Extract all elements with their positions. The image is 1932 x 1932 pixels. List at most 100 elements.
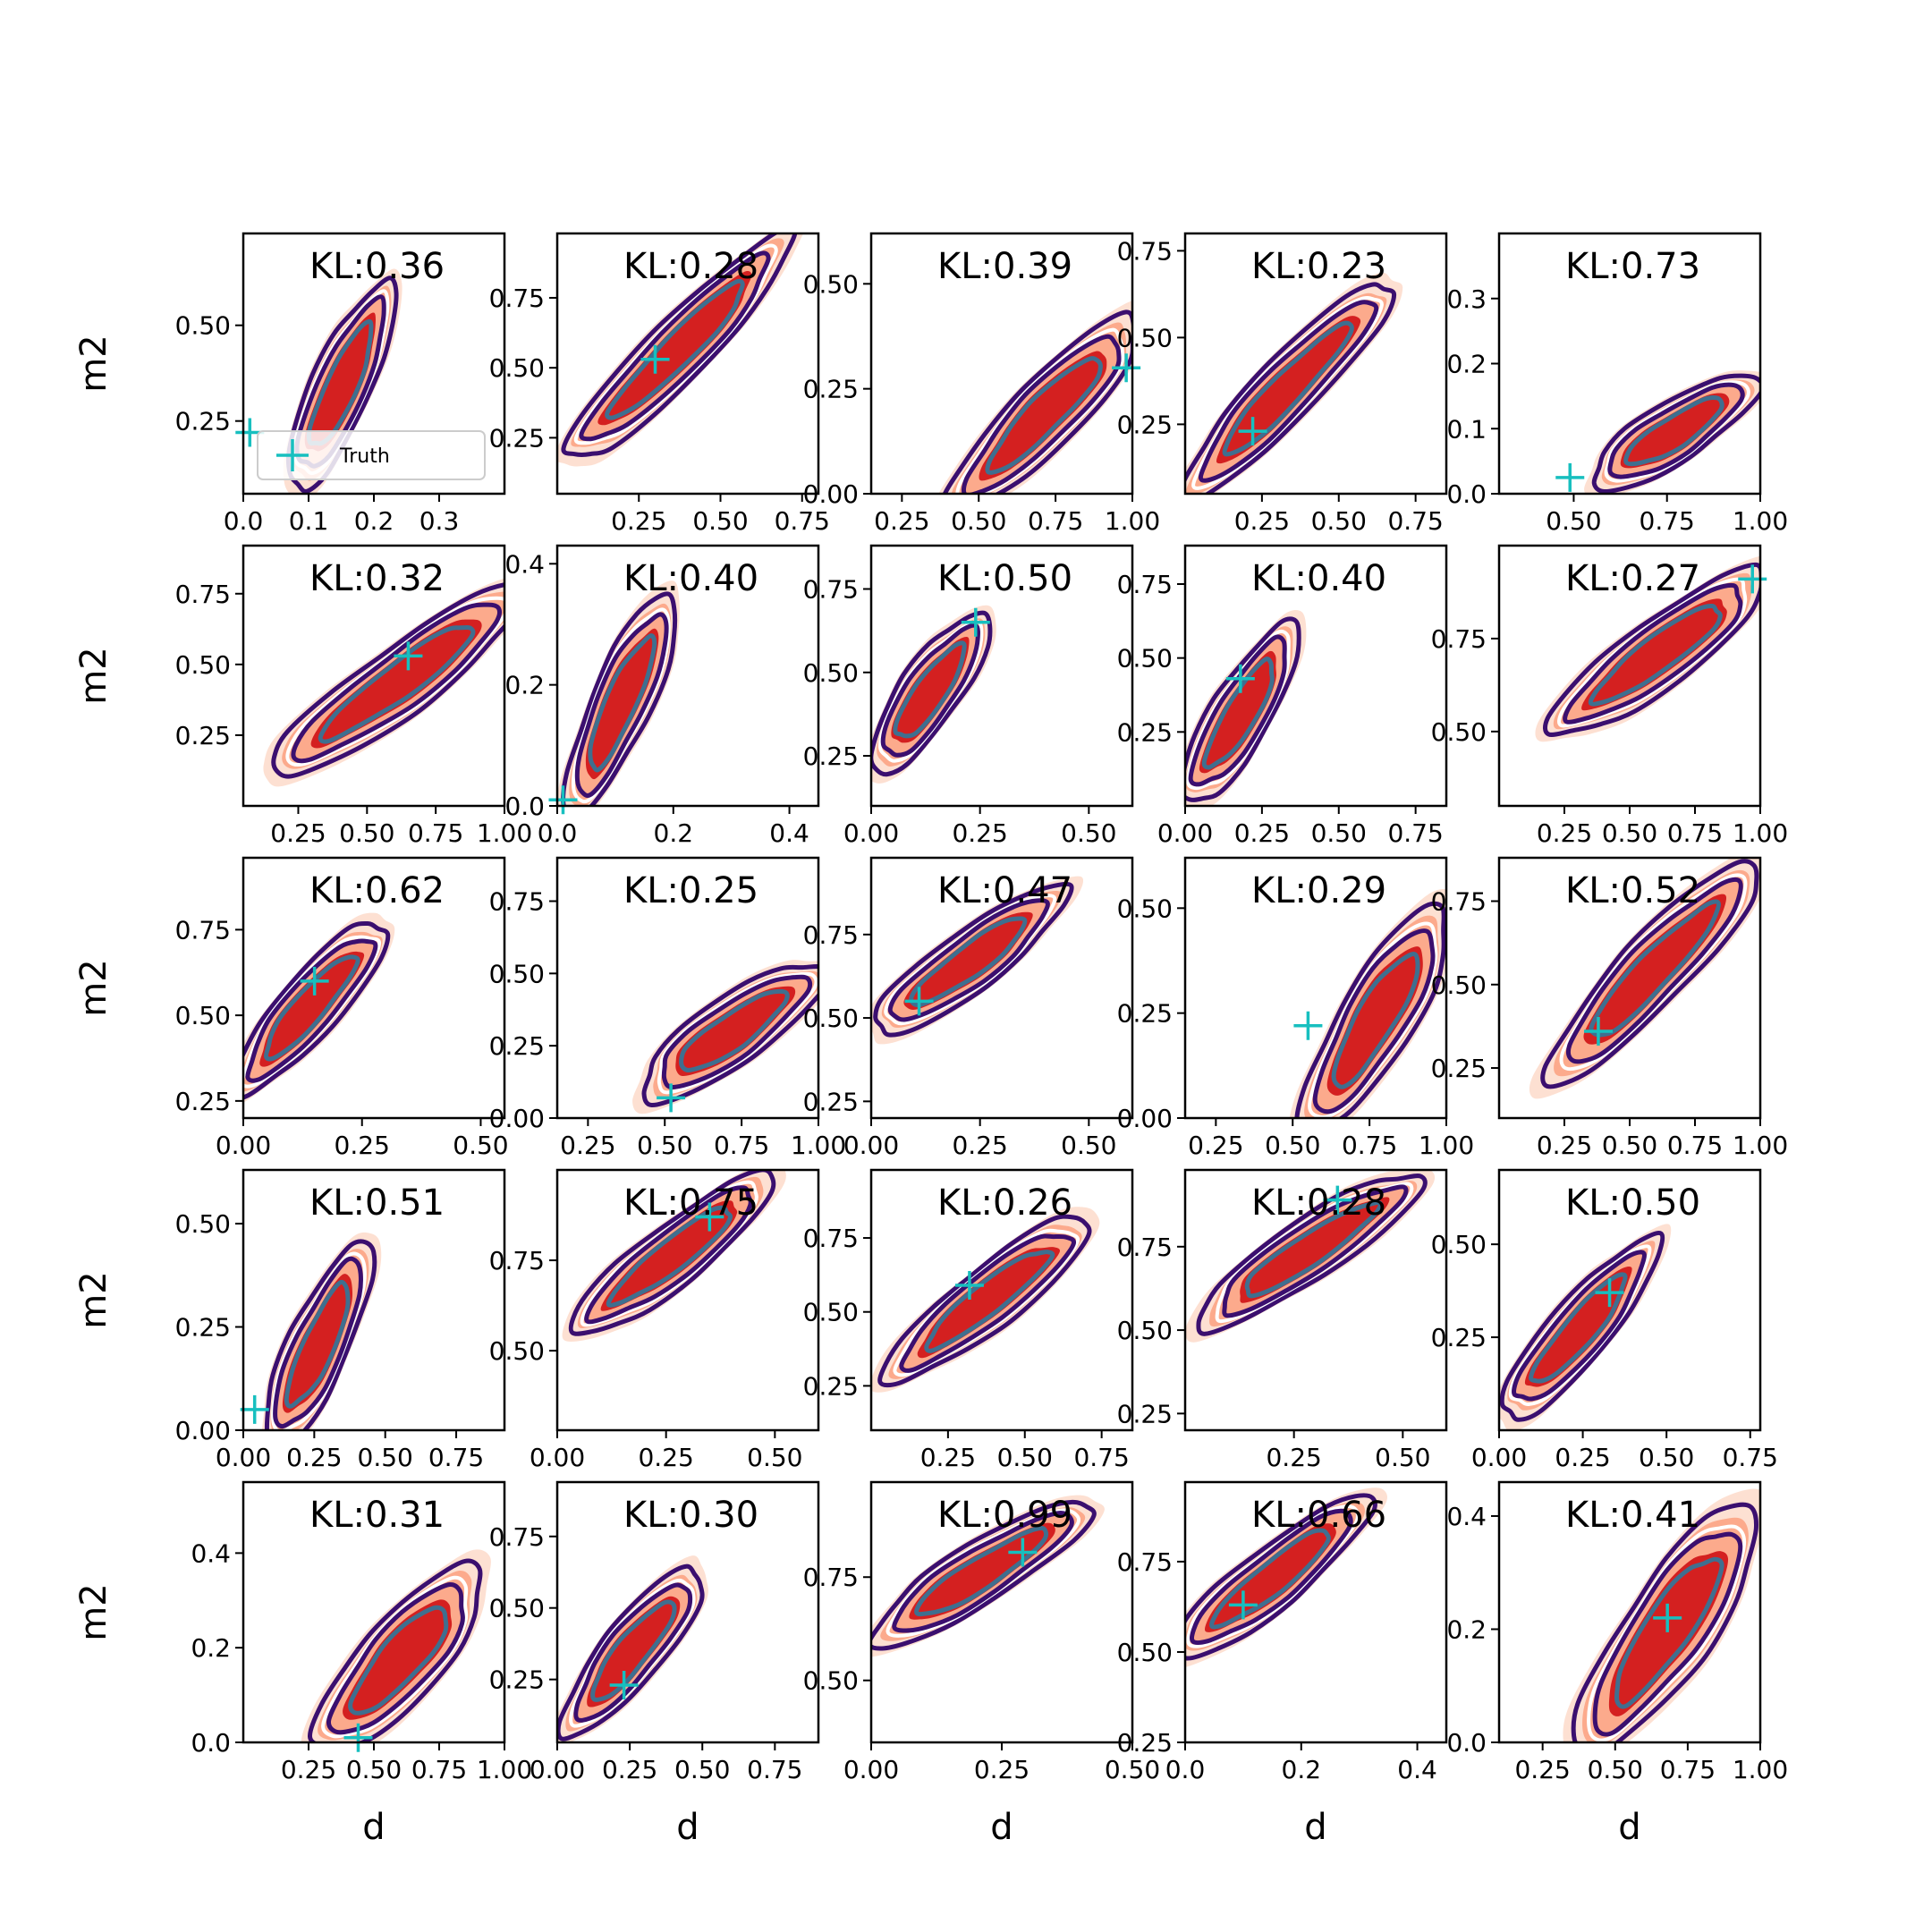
density-level-4 [1587, 1524, 1747, 1742]
density-level-5 [273, 1256, 363, 1429]
y-tick-label: 0.50 [803, 1298, 859, 1327]
y-tick-label: 0.50 [803, 658, 859, 688]
density-level-6 [1524, 1266, 1632, 1387]
x-tick-label: 0.25 [1537, 1131, 1592, 1160]
density-level-5 [1198, 300, 1379, 483]
kl-divergence-label: KL:0.25 [623, 870, 758, 911]
y-tick-label: 0.75 [803, 1563, 859, 1592]
density-level-2 [1542, 562, 1760, 737]
x-tick-label: 0.2 [354, 506, 394, 536]
density-level-5 [574, 612, 669, 798]
x-tick-label: 0.25 [611, 506, 666, 536]
panel-12: 0.25 0.50 0.75 1.00 0.00 0.25 0.50 0.75 KL:0.25 [489, 856, 846, 1160]
density-level-6 [909, 1522, 1055, 1620]
panel-13: 0.00 0.25 0.50 0.25 0.50 0.75 KL:0.47 [803, 856, 1134, 1160]
y-tick-label: 0.00 [489, 1104, 545, 1133]
density-level-4 [243, 935, 381, 1089]
x-tick-label: 0.50 [339, 818, 394, 848]
panel-frame [869, 1168, 1134, 1432]
y-tick-label: 0.25 [1117, 717, 1173, 747]
y-tick-label: 0.25 [489, 423, 545, 453]
x-tick-label: 0.2 [1282, 1755, 1322, 1784]
y-axis-label: m2 [73, 335, 114, 392]
x-tick-label: 0.75 [747, 1755, 802, 1784]
truth-marker [1595, 1278, 1624, 1308]
panel-plot-area [562, 1170, 786, 1342]
y-tick-label: 0.25 [1431, 1054, 1487, 1083]
panel-frame [1183, 1480, 1448, 1744]
y-tick-label: 0.50 [803, 1666, 859, 1696]
x-tick-label: 0.50 [1061, 818, 1116, 848]
y-tick-label: 0.1 [1446, 414, 1487, 444]
x-tick-label: 0.25 [638, 1443, 693, 1472]
panel-1: 0.0 0.1 0.2 0.3 0.25 0.50 KL:0.36 m2 Truth [73, 232, 506, 536]
x-tick-label: 0.50 [1602, 818, 1657, 848]
x-tick-label: 0.50 [346, 1755, 402, 1784]
panel-25: 0.25 0.50 0.75 1.00 0.0 0.2 0.4 KL:0.41 d [1446, 1480, 1788, 1848]
panel-23: 0.00 0.25 0.50 0.50 0.75 KL:0.99 d [803, 1480, 1160, 1848]
density-level-5 [245, 938, 378, 1083]
density-level-6 [1620, 393, 1730, 469]
y-tick-label: 0.25 [489, 1665, 545, 1695]
kl-divergence-label: KL:0.41 [1565, 1495, 1700, 1536]
density-level-2 [561, 233, 798, 458]
y-tick-label: 0.4 [504, 549, 545, 579]
truth-marker [1112, 353, 1141, 383]
density-level-7 [1623, 395, 1724, 467]
kl-divergence-label: KL:0.28 [623, 246, 758, 287]
x-tick-label: 0.25 [1188, 1131, 1243, 1160]
truth-marker [343, 1723, 373, 1752]
panel-6: 0.25 0.50 0.75 1.00 0.25 0.50 0.75 KL:0.32 m2 [73, 544, 532, 848]
x-tick-label: 0.00 [216, 1443, 271, 1472]
x-tick-label: 0.25 [560, 1131, 615, 1160]
density-level-7 [263, 954, 360, 1062]
kl-divergence-label: KL:0.66 [1251, 1495, 1386, 1536]
panel-plot-area [1563, 1488, 1760, 1742]
x-tick-label: 0.25 [952, 1131, 1007, 1160]
density-level-2 [243, 920, 391, 1100]
y-tick-label: 0.75 [1117, 570, 1173, 599]
density-level-7 [914, 1525, 1049, 1617]
panel-plot-area [871, 1495, 1105, 1657]
x-tick-label: 0.2 [654, 818, 694, 848]
y-tick-label: 0.25 [803, 1087, 859, 1116]
density-level-5 [880, 623, 980, 758]
x-tick-label: 0.25 [1234, 506, 1290, 536]
panel-8: 0.00 0.25 0.50 0.25 0.50 0.75 KL:0.50 [803, 544, 1134, 848]
x-tick-label: 0.75 [1667, 818, 1723, 848]
density-level-7 [605, 278, 745, 420]
x-tick-label: 0.25 [1266, 1443, 1321, 1472]
density-level-2 [1540, 859, 1759, 1089]
panel-frame [1183, 856, 1448, 1120]
density-level-7 [1589, 899, 1721, 1038]
truth-marker [1323, 1185, 1352, 1215]
y-tick-label: 0.50 [489, 353, 545, 383]
y-tick-label: 0.75 [175, 580, 231, 609]
x-tick-label: 0.50 [747, 1443, 802, 1472]
density-level-5 [1607, 382, 1745, 479]
x-tick-label: 0.75 [1660, 1755, 1716, 1784]
y-axis-label: m2 [73, 959, 114, 1016]
y-tick-label: 0.25 [1117, 410, 1173, 439]
density-level-2 [1294, 901, 1446, 1118]
truth-marker [240, 1394, 269, 1424]
density-level-6 [1326, 946, 1423, 1096]
x-tick-label: 0.25 [1537, 818, 1592, 848]
panel-14: 0.25 0.50 0.75 1.00 0.00 0.25 0.50 KL:0.29 [1117, 856, 1474, 1160]
panel-10: 0.25 0.50 0.75 1.00 0.50 0.75 KL:0.27 [1431, 544, 1788, 848]
x-tick-label: 0.50 [637, 1131, 692, 1160]
y-tick-label: 0.75 [489, 1246, 545, 1275]
panel-19: 0.25 0.50 0.25 0.50 0.75 KL:0.28 [1117, 1168, 1448, 1472]
density-level-6 [675, 986, 796, 1077]
panel-frame [1497, 1168, 1762, 1432]
x-tick-label: 0.00 [530, 1755, 585, 1784]
panel-7: 0.0 0.2 0.4 0.0 0.2 0.4 KL:0.40 [504, 544, 820, 848]
density-level-5 [584, 1185, 753, 1325]
y-tick-label: 0.75 [803, 1224, 859, 1253]
y-tick-label: 0.75 [1431, 624, 1487, 654]
y-tick-label: 0.75 [1117, 1233, 1173, 1262]
density-level-6 [259, 951, 365, 1067]
x-tick-label: 0.50 [997, 1443, 1053, 1472]
density-level-2 [1185, 282, 1397, 494]
